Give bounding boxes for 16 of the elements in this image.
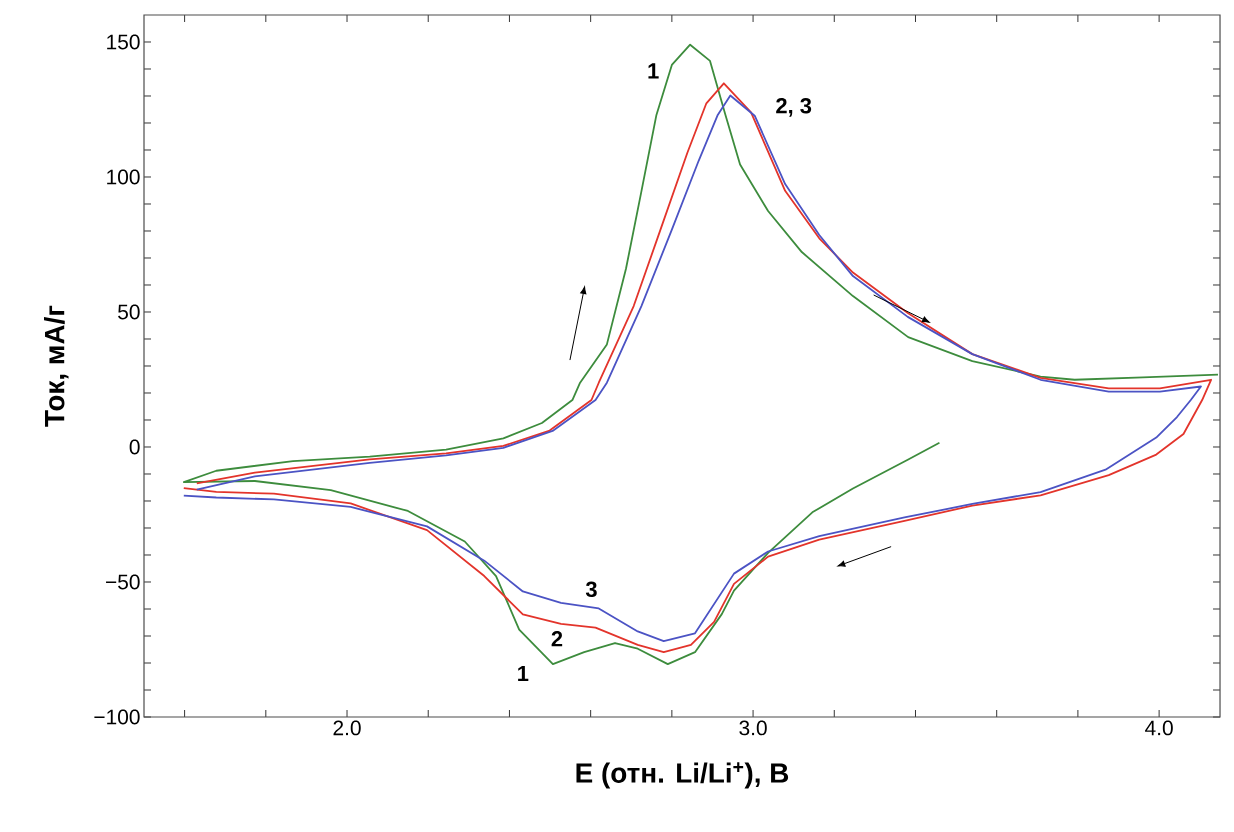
annotation: 2, 3 (776, 97, 812, 117)
x-tick-label: 4.0 (1145, 720, 1173, 736)
y-tick-label: 50 (118, 304, 140, 320)
x-axis-title: E (отн. Li/Li$^{+}$), В (576, 762, 789, 789)
x-tick-label: 3.0 (739, 720, 767, 736)
y-tick-label: 0 (129, 439, 140, 455)
annotation: 2 (551, 631, 563, 647)
annotation: 3 (585, 581, 597, 598)
y-tick-label: −50 (106, 574, 140, 590)
annotation: 1 (518, 665, 529, 682)
y-tick-label: 150 (107, 34, 140, 50)
y-tick-label: −100 (94, 709, 140, 725)
annotation: 1 (648, 63, 659, 79)
y-axis-title: Ток, мА/г (43, 305, 69, 427)
x-tick-label: 2.0 (333, 720, 361, 736)
y-tick-label: 100 (107, 169, 140, 185)
